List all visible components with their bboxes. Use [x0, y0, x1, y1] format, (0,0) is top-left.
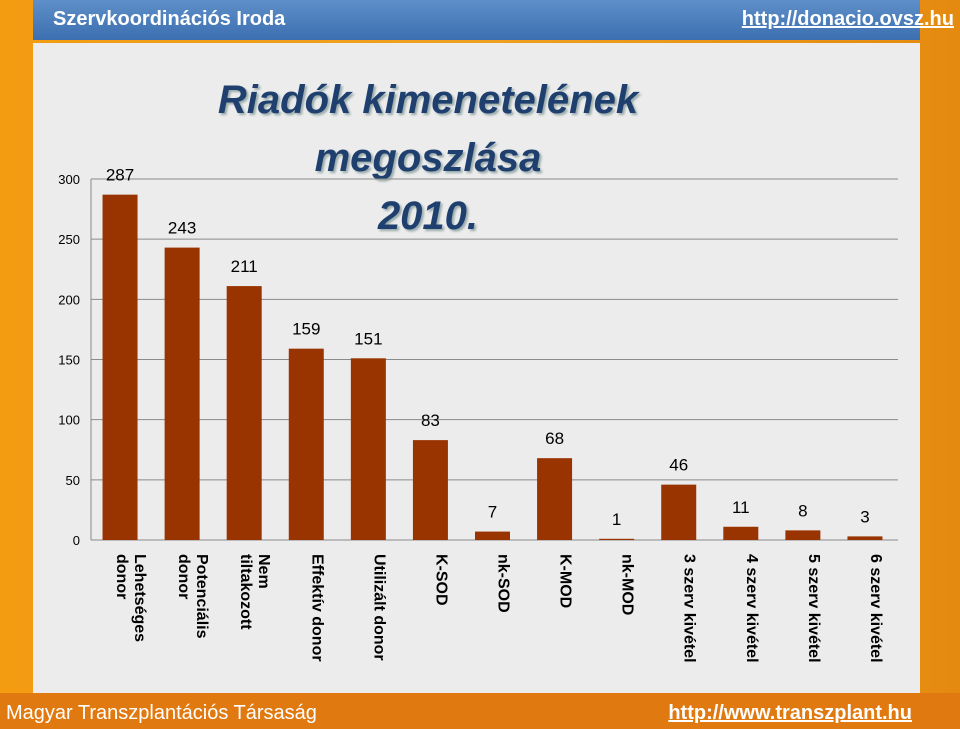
x-tick-label: Utilizált donor — [370, 554, 387, 661]
x-tick-label-line: nk-SOD — [495, 554, 512, 613]
header-bar: Szervkoordinációs Iroda http://donacio.o… — [33, 0, 954, 40]
bar — [661, 484, 697, 540]
x-tick-label: 5 szerv kivétel — [805, 554, 822, 663]
data-label: 46 — [669, 456, 688, 475]
x-tick-label-line: Lehetséges — [131, 554, 148, 642]
chart-title: Riadók kimenetelének megoszlása 2010. — [133, 71, 723, 245]
x-tick-label: 4 szerv kivétel — [743, 554, 760, 663]
x-tick-label-line: tiltakozott — [237, 554, 254, 630]
bar — [412, 440, 448, 540]
x-tick-label: 3 szerv kivétel — [681, 554, 698, 663]
bar — [723, 526, 759, 540]
x-tick-label: Effektív donor — [308, 554, 325, 662]
data-label: 83 — [421, 411, 440, 430]
footer-title: Magyar Transzplantációs Társaság — [6, 702, 317, 724]
y-tick-label: 200 — [58, 292, 80, 307]
y-tick-label: 150 — [58, 353, 80, 368]
bar — [847, 536, 883, 540]
chart-title-line1: Riadók kimenetelének megoszlása — [217, 78, 639, 180]
bar — [599, 538, 635, 540]
x-tick-label-line: 6 szerv kivétel — [867, 554, 884, 663]
bar — [102, 194, 138, 541]
data-label: 1 — [612, 510, 621, 529]
y-tick-label: 100 — [58, 413, 80, 428]
data-label: 159 — [292, 320, 320, 339]
x-tick-label: K-MOD — [557, 554, 574, 608]
data-label: 3 — [860, 507, 869, 526]
y-tick-label: 300 — [58, 172, 80, 187]
x-tick-label-line: K-MOD — [557, 554, 574, 608]
footer-bar: Magyar Transzplantációs Társaság http://… — [0, 693, 960, 729]
x-tick-label-line: Nem — [255, 554, 272, 589]
data-label: 151 — [354, 329, 382, 348]
footer-link[interactable]: http://www.transzplant.hu — [668, 702, 912, 724]
header-title: Szervkoordinációs Iroda — [53, 8, 286, 30]
bar — [288, 348, 324, 540]
x-tick-label-line: 3 szerv kivétel — [681, 554, 698, 663]
x-tick-label-line: 5 szerv kivétel — [805, 554, 822, 663]
y-tick-label: 250 — [58, 232, 80, 247]
data-label: 243 — [168, 219, 196, 238]
bar — [785, 530, 821, 540]
y-tick-label: 0 — [73, 533, 80, 548]
x-tick-label-line: nk-MOD — [619, 554, 636, 615]
bar — [226, 286, 262, 540]
bar — [537, 458, 573, 540]
data-label: 11 — [732, 498, 750, 517]
data-label: 8 — [798, 501, 807, 520]
data-label: 287 — [106, 166, 134, 185]
x-tick-label: K-SOD — [432, 554, 449, 606]
x-tick-label: nk-MOD — [619, 554, 636, 615]
data-label: 211 — [231, 257, 258, 276]
x-tick-label-line: donor — [175, 554, 192, 599]
x-tick-label-line: Effektív donor — [308, 554, 325, 662]
x-tick-label: 6 szerv kivétel — [867, 554, 884, 663]
data-label: 68 — [545, 429, 564, 448]
x-tick-label-line: K-SOD — [432, 554, 449, 606]
bar — [164, 247, 200, 540]
bar — [475, 531, 510, 540]
x-tick-label-line: Potenciális — [193, 554, 210, 639]
x-tick-label: nk-SOD — [495, 554, 512, 613]
bar — [350, 358, 386, 540]
x-tick-label-line: 4 szerv kivétel — [743, 554, 760, 663]
y-tick-label: 50 — [66, 473, 80, 488]
data-label: 7 — [488, 503, 497, 522]
x-tick-label-line: donor — [113, 554, 130, 599]
x-tick-label-line: Utilizált donor — [370, 554, 387, 661]
chart-title-line2: 2010. — [377, 194, 479, 238]
header-link[interactable]: http://donacio.ovsz.hu — [741, 8, 954, 30]
